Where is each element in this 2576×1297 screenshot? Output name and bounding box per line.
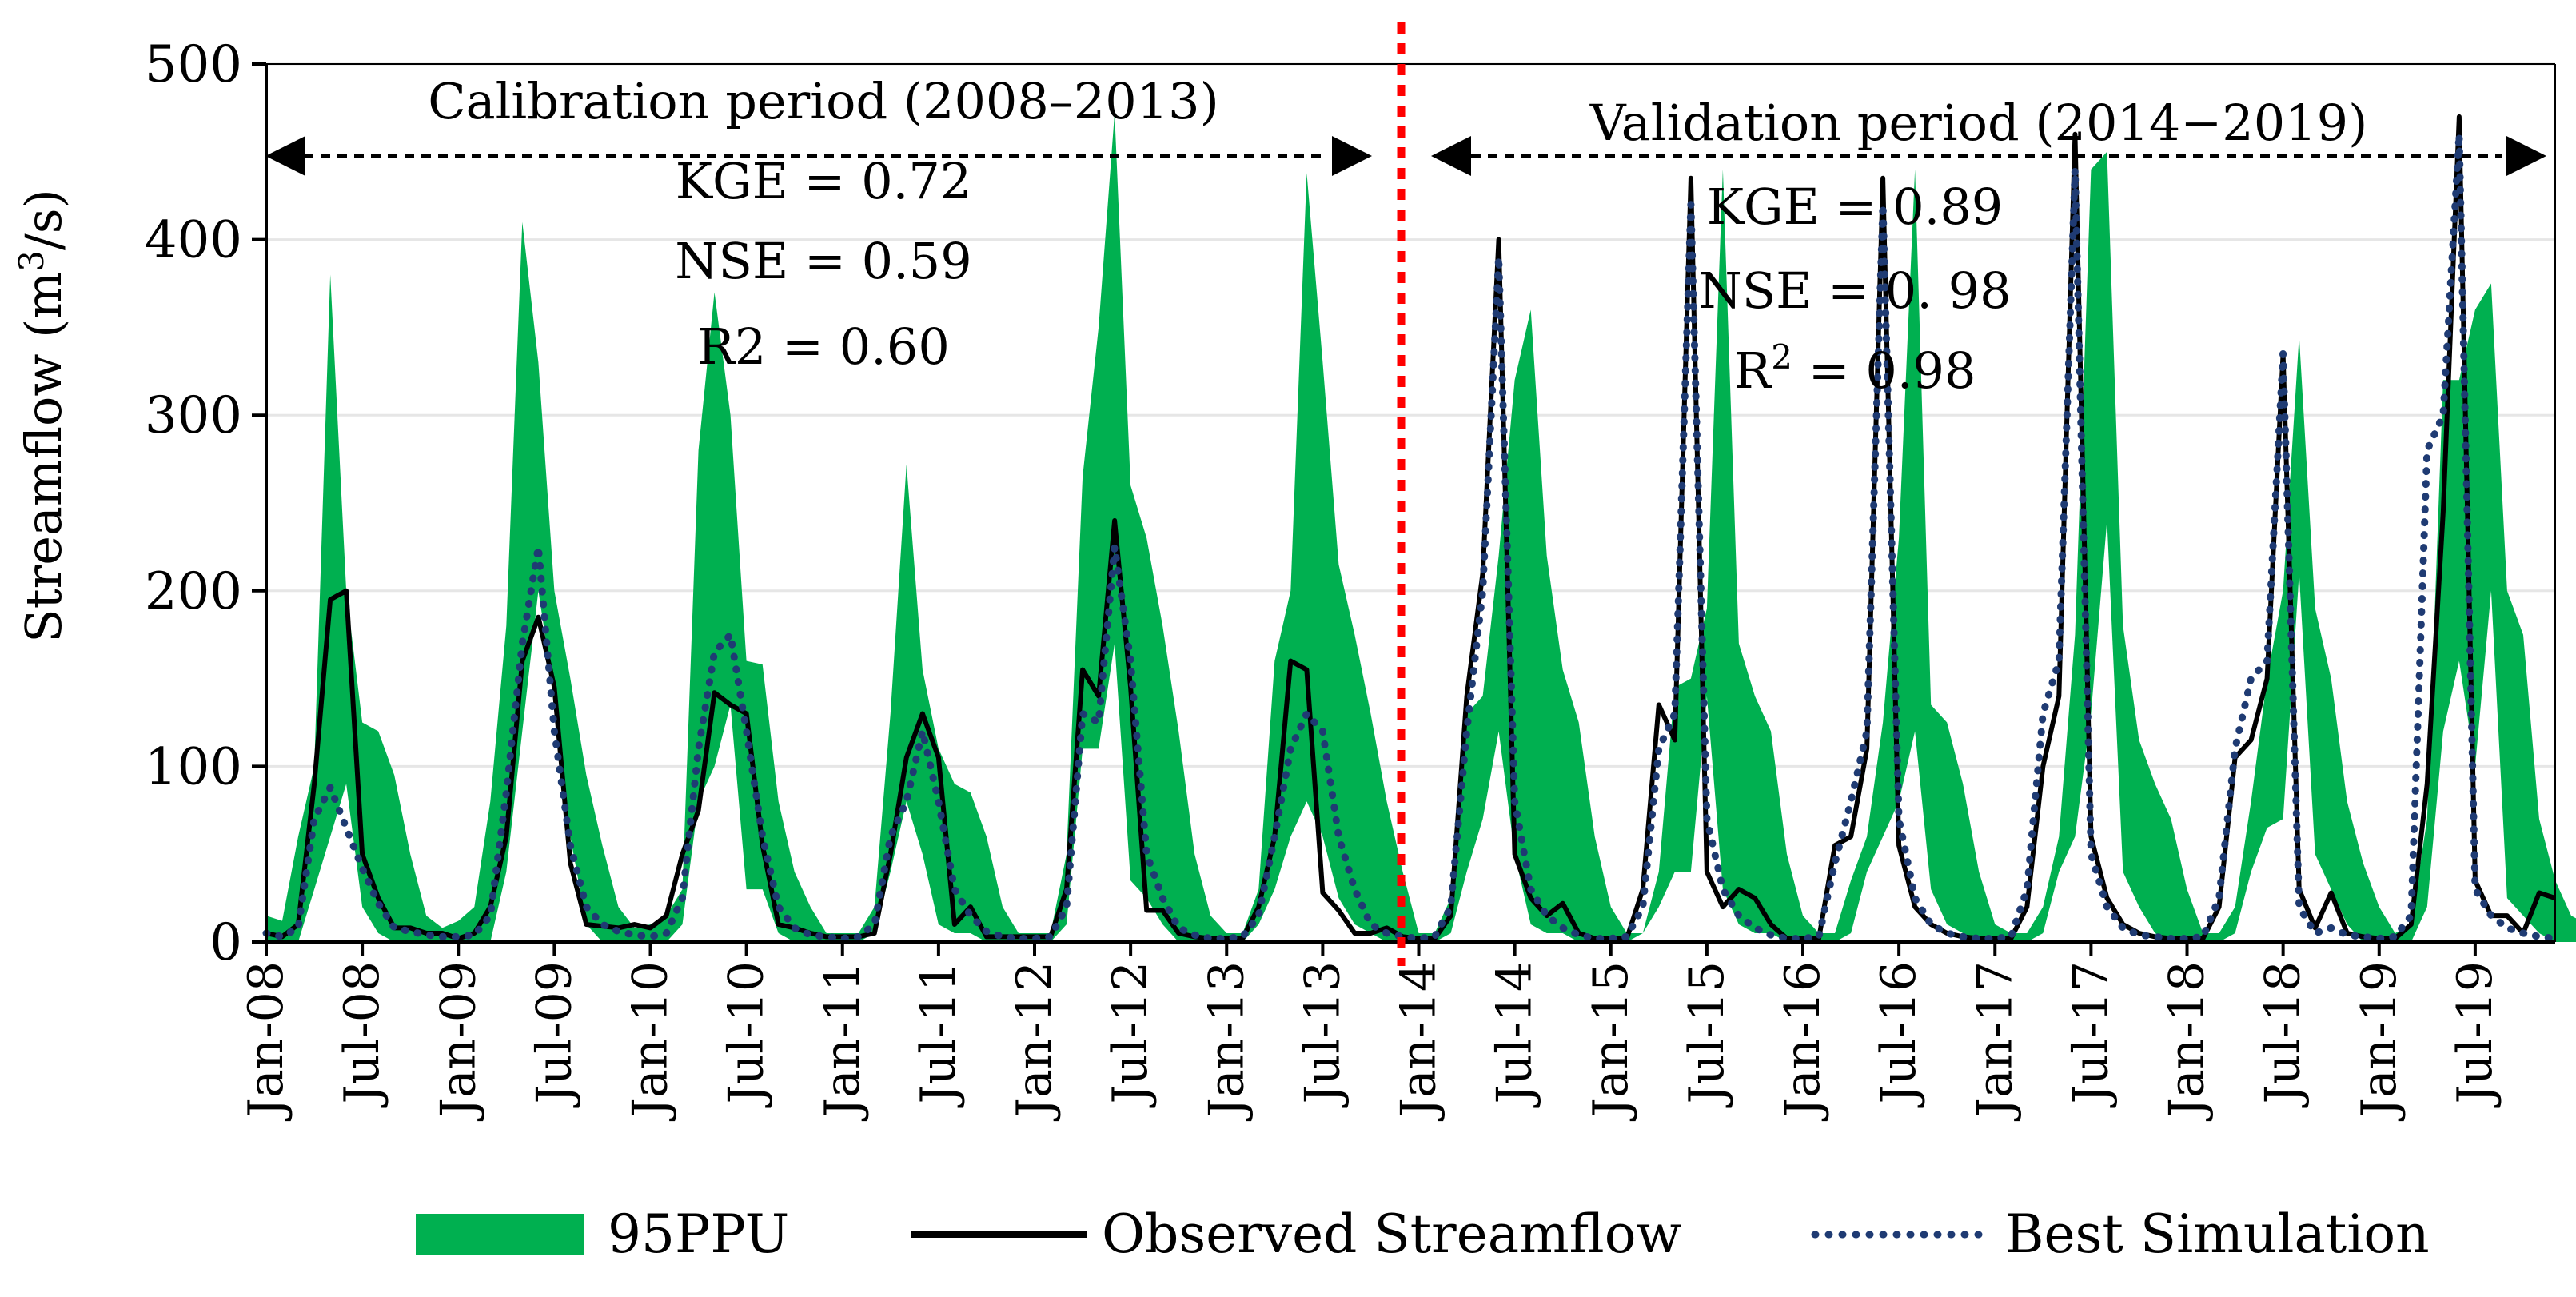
x-tick-label-Jul-14: Jul-14 [1487, 961, 1543, 1109]
x-tick-label-Jul-16: Jul-16 [1871, 961, 1927, 1109]
x-tick-label-Jan-19: Jan-19 [2351, 961, 2407, 1122]
calibration-arrow-right-head [1332, 136, 1372, 176]
validation-r2-sup: 2 [1771, 337, 1792, 377]
validation-r2-main: R [1734, 341, 1773, 400]
y-axis-label-tail: /s) [14, 189, 73, 250]
axes [252, 62, 2556, 956]
calibration-arrow-left-head [265, 136, 305, 176]
y-tick-label-500: 500 [145, 35, 242, 94]
x-tick-label-Jan-09: Jan-09 [430, 961, 486, 1122]
x-tick-label-Jul-15: Jul-15 [1679, 961, 1735, 1109]
x-tick-label-Jan-10: Jan-10 [623, 961, 679, 1122]
y-axis-label-main: Streamflow (m [14, 272, 73, 643]
x-tick-label-Jan-14: Jan-14 [1391, 961, 1447, 1122]
x-tick-label-Jul-10: Jul-10 [719, 961, 775, 1109]
validation-r2: R2 = 0.98 [1734, 337, 1976, 400]
legend-label-95ppu: 95PPU [608, 1203, 789, 1265]
gridlines [266, 62, 2555, 768]
x-tick-label-Jan-08: Jan-08 [238, 961, 294, 1122]
x-tick-label-Jul-13: Jul-13 [1294, 961, 1350, 1109]
validation-r2-tail: = 0.98 [1792, 341, 1976, 400]
validation-arrow-left-head [1431, 136, 1471, 176]
x-tick-labels: Jan-08 Jul-08 Jan-09 Jul-09 Jan-10 Jul-10 Jan-… [238, 961, 2503, 1122]
validation-arrow-right-head [2506, 136, 2546, 176]
y-tick-label-200: 200 [145, 562, 242, 621]
calibration-kge: KGE = 0.72 [676, 152, 972, 210]
x-tick-label-Jan-11: Jan-11 [815, 961, 871, 1122]
legend: 95PPU Observed Streamflow Best Simulatio… [416, 1203, 2430, 1265]
x-tick-label-Jul-09: Jul-09 [526, 961, 582, 1109]
x-tick-label-Jan-16: Jan-16 [1775, 961, 1831, 1122]
period-annotations: Calibration period (2008–2013) KGE = 0.7… [265, 72, 2546, 400]
validation-period-label: Validation period (2014−2019) [1589, 94, 2368, 152]
y-tick-label-0: 0 [209, 913, 242, 972]
simulation-layer [262, 130, 2559, 943]
y-axis-label-sup: 3 [12, 250, 51, 272]
x-tick-label-Jan-12: Jan-12 [1007, 961, 1063, 1122]
legend-band-swatch [416, 1214, 584, 1255]
y-tick-label-300: 300 [145, 386, 242, 445]
x-tick-label-Jan-15: Jan-15 [1583, 961, 1639, 1122]
calibration-r2: R2 = 0.60 [697, 317, 950, 376]
x-tick-label-Jul-08: Jul-08 [334, 961, 390, 1109]
x-tick-label-Jul-19: Jul-19 [2447, 961, 2503, 1109]
calibration-nse: NSE = 0.59 [675, 232, 971, 290]
x-tick-label-Jan-17: Jan-17 [1967, 961, 2023, 1122]
x-tick-label-Jul-18: Jul-18 [2255, 961, 2311, 1109]
x-tick-label-Jul-17: Jul-17 [2063, 961, 2119, 1109]
series-best-simulation [262, 130, 2559, 943]
legend-label-simulation: Best Simulation [2005, 1203, 2430, 1265]
y-axis-label: Streamflow (m3/s) [12, 189, 73, 643]
x-tick-label-Jul-12: Jul-12 [1103, 961, 1158, 1109]
y-tick-label-400: 400 [145, 211, 242, 270]
x-tick-label-Jul-11: Jul-11 [911, 961, 967, 1109]
validation-nse: NSE = 0. 98 [1698, 261, 2011, 320]
x-tick-label-Jan-18: Jan-18 [2159, 961, 2215, 1122]
y-tick-labels: 0 100 200 300 400 500 [145, 35, 242, 972]
y-tick-label-100: 100 [145, 737, 242, 796]
x-tick-label-Jan-13: Jan-13 [1198, 961, 1254, 1122]
validation-kge: KGE = 0.89 [1707, 178, 2004, 236]
legend-label-observed: Observed Streamflow [1102, 1203, 1681, 1265]
calibration-period-label: Calibration period (2008–2013) [428, 72, 1219, 130]
